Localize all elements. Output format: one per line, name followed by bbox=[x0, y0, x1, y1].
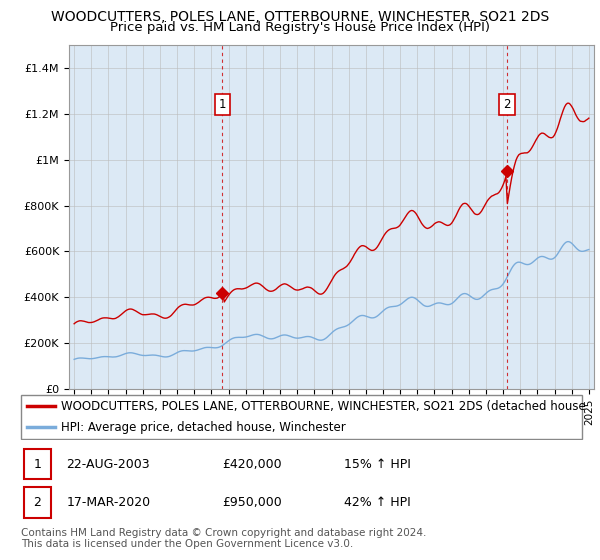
FancyBboxPatch shape bbox=[23, 449, 51, 479]
Text: £420,000: £420,000 bbox=[222, 458, 282, 471]
Text: 17-MAR-2020: 17-MAR-2020 bbox=[66, 496, 151, 509]
Text: Contains HM Land Registry data © Crown copyright and database right 2024.
This d: Contains HM Land Registry data © Crown c… bbox=[21, 528, 427, 549]
Text: 1: 1 bbox=[34, 458, 41, 471]
Text: Price paid vs. HM Land Registry's House Price Index (HPI): Price paid vs. HM Land Registry's House … bbox=[110, 21, 490, 34]
Text: 2: 2 bbox=[503, 98, 511, 111]
Text: £950,000: £950,000 bbox=[222, 496, 282, 509]
Text: 1: 1 bbox=[218, 98, 226, 111]
Text: WOODCUTTERS, POLES LANE, OTTERBOURNE, WINCHESTER, SO21 2DS (detached house: WOODCUTTERS, POLES LANE, OTTERBOURNE, WI… bbox=[61, 400, 585, 413]
Text: 2: 2 bbox=[34, 496, 41, 509]
Text: 15% ↑ HPI: 15% ↑ HPI bbox=[344, 458, 411, 471]
Text: 22-AUG-2003: 22-AUG-2003 bbox=[66, 458, 150, 471]
Text: WOODCUTTERS, POLES LANE, OTTERBOURNE, WINCHESTER, SO21 2DS: WOODCUTTERS, POLES LANE, OTTERBOURNE, WI… bbox=[51, 10, 549, 24]
Text: 42% ↑ HPI: 42% ↑ HPI bbox=[344, 496, 411, 509]
Text: HPI: Average price, detached house, Winchester: HPI: Average price, detached house, Winc… bbox=[61, 421, 345, 433]
FancyBboxPatch shape bbox=[21, 395, 582, 438]
FancyBboxPatch shape bbox=[23, 487, 51, 517]
